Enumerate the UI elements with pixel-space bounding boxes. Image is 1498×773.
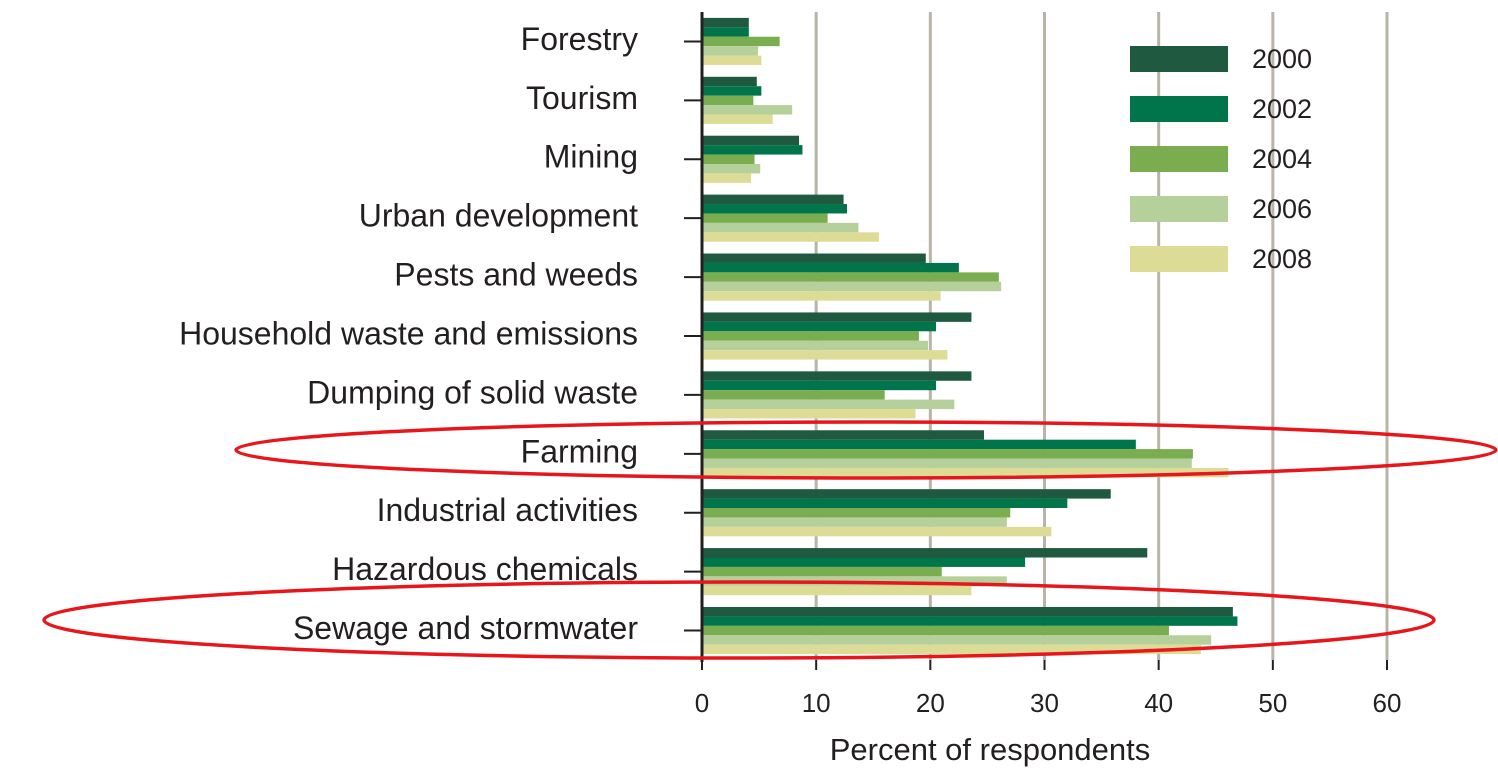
bar: [702, 517, 1007, 527]
bar: [702, 616, 1238, 626]
x-tick-label: 10: [802, 688, 831, 718]
bar: [702, 498, 1068, 509]
x-axis-label: Percent of respondents: [830, 732, 1151, 767]
bar: [702, 86, 762, 96]
legend-swatch: [1130, 146, 1228, 172]
bar: [702, 272, 999, 282]
bar: [702, 213, 828, 223]
bar: [702, 163, 761, 174]
bar: [702, 173, 752, 183]
x-tick-label: 30: [1030, 688, 1059, 718]
legend-label: 2006: [1252, 194, 1312, 224]
bar: [702, 114, 773, 124]
bar: [702, 399, 955, 410]
bar: [702, 76, 757, 87]
bar: [702, 281, 1002, 292]
bar: [702, 154, 755, 164]
bar: [702, 526, 1052, 537]
bar: [702, 222, 859, 233]
legend-label: 2004: [1252, 144, 1312, 174]
bar: [702, 625, 1169, 636]
highlight-ellipse: [42, 580, 1436, 660]
bar: [702, 105, 793, 115]
bar: [702, 350, 948, 360]
y-tick-label: Dumping of solid waste: [307, 374, 638, 410]
y-tick-label: Mining: [544, 139, 638, 175]
bar: [702, 194, 844, 205]
bar: [702, 449, 1193, 459]
bar: [702, 46, 758, 56]
highlight-ellipse: [234, 420, 1498, 480]
bar: [702, 55, 762, 66]
bar: [702, 635, 1212, 645]
bar: [702, 548, 1148, 558]
bar: [702, 439, 1136, 450]
bar: [702, 340, 929, 351]
y-tick-label: Urban development: [359, 198, 638, 234]
y-tick-label: Pests and weeds: [394, 257, 638, 293]
bar: [702, 467, 1229, 478]
y-tick-label: Hazardous chemicals: [332, 551, 638, 587]
y-tick-label: Forestry: [521, 21, 638, 57]
bar: [702, 557, 1026, 567]
bar: [702, 585, 972, 596]
x-tick-label: 50: [1258, 688, 1287, 718]
legend-label: 2008: [1252, 244, 1312, 274]
bar: [702, 145, 803, 155]
bar: [702, 27, 749, 37]
bar: [702, 458, 1192, 468]
bar: [702, 430, 984, 440]
bar: [702, 17, 749, 28]
bar: [702, 321, 937, 332]
bar: [702, 508, 1011, 518]
legend-swatch: [1130, 96, 1228, 122]
y-tick-label: Household waste and emissions: [179, 315, 638, 351]
y-tick-label: Industrial activities: [377, 492, 638, 528]
bar: [702, 331, 919, 341]
bar: [702, 489, 1111, 499]
y-tick-label: Tourism: [526, 80, 638, 116]
bar: [702, 380, 937, 391]
bar: [702, 135, 800, 146]
legend-swatch: [1130, 46, 1228, 72]
bar: [702, 291, 941, 301]
bar: [702, 390, 885, 400]
bar: [702, 36, 780, 47]
bar: [702, 232, 879, 242]
bar: [702, 204, 847, 214]
y-tick-label: Farming: [521, 433, 638, 469]
bar: [702, 409, 916, 419]
bar: [702, 262, 959, 273]
bar: [702, 253, 926, 263]
bar: [702, 566, 942, 577]
bar: [702, 371, 972, 381]
bar: [702, 644, 1201, 655]
x-tick-label: 60: [1373, 688, 1402, 718]
x-tick-label: 40: [1144, 688, 1173, 718]
legend-swatch: [1130, 246, 1228, 272]
bar: [702, 95, 754, 106]
y-tick-label: Sewage and stormwater: [293, 610, 638, 646]
legend-label: 2002: [1252, 94, 1312, 124]
legend-label: 2000: [1252, 44, 1312, 74]
legend-swatch: [1130, 196, 1228, 222]
x-tick-label: 0: [695, 688, 709, 718]
bar: [702, 312, 972, 322]
bar: [702, 606, 1233, 617]
x-tick-label: 20: [916, 688, 945, 718]
